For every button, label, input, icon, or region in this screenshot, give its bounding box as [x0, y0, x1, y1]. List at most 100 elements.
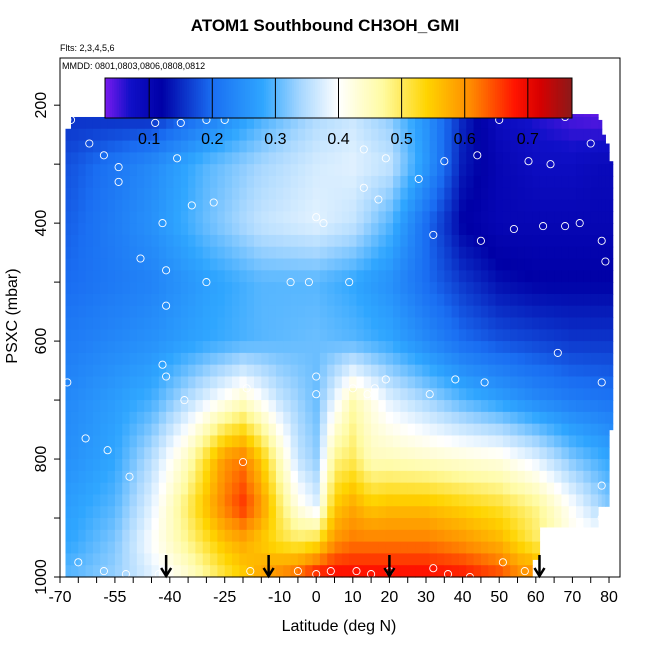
heatmap-cell — [334, 258, 343, 271]
colorbar-segment — [434, 78, 438, 118]
heatmap-cell — [305, 470, 314, 484]
heatmap-cell — [502, 199, 511, 212]
heatmap-cell — [422, 199, 431, 212]
heatmap-cell — [488, 411, 497, 425]
heatmap-cell — [261, 447, 270, 460]
heatmap-cell — [561, 199, 570, 212]
heatmap-cell — [188, 341, 197, 354]
colorbar-segment — [410, 78, 414, 118]
heatmap-cell — [122, 447, 131, 460]
heatmap-cell — [609, 329, 614, 342]
colorbar-segment — [336, 78, 339, 118]
heatmap-cell — [224, 518, 233, 531]
heatmap-cell — [356, 376, 365, 389]
heatmap-cell — [385, 447, 394, 460]
heatmap-cell — [232, 223, 240, 236]
heatmap-cell — [253, 317, 262, 330]
colorbar-segment — [268, 78, 272, 118]
heatmap-cell — [480, 223, 489, 236]
heatmap-cell — [275, 388, 284, 401]
heatmap-cell — [605, 152, 610, 165]
heatmap-cell — [70, 164, 79, 177]
heatmap-cell — [444, 234, 453, 248]
heatmap-cell — [385, 364, 394, 378]
heatmap-cell — [554, 246, 563, 260]
heatmap-cell — [70, 234, 79, 248]
colorbar-segment — [557, 78, 561, 118]
heatmap-cell — [239, 305, 248, 319]
heatmap-cell — [297, 246, 306, 260]
heatmap-cell — [253, 470, 262, 484]
heatmap-cell — [290, 305, 299, 319]
heatmap-cell — [590, 435, 599, 448]
heatmap-cell — [195, 152, 204, 165]
heatmap-cell — [480, 459, 489, 472]
heatmap-cell — [341, 175, 350, 189]
heatmap-cell — [217, 376, 226, 389]
heatmap-cell — [495, 447, 504, 460]
heatmap-cell — [70, 282, 79, 295]
heatmap-cell — [158, 553, 167, 566]
colorbar-segment — [142, 78, 146, 118]
heatmap-cell — [349, 518, 358, 531]
colorbar-segment — [263, 78, 267, 118]
colorbar-segment — [385, 78, 389, 118]
heatmap-cell — [546, 116, 555, 130]
heatmap-cell — [495, 541, 504, 555]
heatmap-cell — [473, 270, 482, 283]
heatmap-cell — [210, 140, 218, 153]
heatmap-cell — [524, 541, 533, 555]
heatmap-cell — [136, 293, 145, 307]
heatmap-cell — [327, 234, 336, 248]
heatmap-cell — [583, 175, 592, 189]
heatmap-cell — [495, 258, 504, 271]
heatmap-cell — [217, 364, 226, 378]
heatmap-cell — [356, 199, 365, 212]
heatmap-cell — [554, 411, 563, 425]
heatmap-cell — [601, 270, 606, 283]
heatmap-cell — [312, 352, 321, 366]
heatmap-cell — [466, 376, 475, 389]
heatmap-cell — [561, 116, 570, 130]
heatmap-cell — [290, 246, 299, 260]
heatmap-cell — [473, 246, 482, 260]
heatmap-cell — [305, 199, 314, 212]
heatmap-cell — [554, 282, 563, 295]
heatmap-cell — [583, 305, 592, 319]
heatmap-cell — [590, 246, 599, 260]
heatmap-cell — [473, 470, 482, 484]
heatmap-cell — [546, 234, 555, 248]
heatmap-cell — [524, 388, 533, 401]
heatmap-cell — [524, 364, 533, 378]
heatmap-cell — [283, 388, 292, 401]
heatmap-cell — [158, 211, 167, 224]
colorbar-segment — [550, 78, 554, 118]
heatmap-cell — [444, 518, 453, 531]
heatmap-cell — [246, 447, 255, 460]
heatmap-cell — [107, 152, 116, 165]
heatmap-cell — [92, 565, 101, 578]
heatmap-cell — [253, 447, 262, 460]
heatmap-cell — [224, 470, 233, 484]
heatmap-cell — [393, 459, 401, 472]
heatmap-cell — [327, 329, 336, 342]
heatmap-cell — [195, 140, 204, 153]
heatmap-cell — [539, 470, 548, 484]
heatmap-cell — [78, 447, 87, 460]
heatmap-cell — [100, 506, 109, 519]
heatmap-cell — [415, 388, 423, 401]
heatmap-cell — [283, 317, 292, 330]
heatmap-cell — [495, 529, 504, 543]
heatmap-cell — [590, 459, 599, 472]
heatmap-cell — [166, 553, 175, 566]
heatmap-cell — [70, 435, 79, 448]
heatmap-cell — [253, 553, 262, 566]
heatmap-cell — [129, 352, 138, 366]
heatmap-cell — [151, 400, 160, 413]
heatmap-cell — [122, 553, 131, 566]
heatmap-cell — [451, 352, 460, 366]
heatmap-cell — [429, 518, 438, 531]
heatmap-cell — [107, 388, 116, 401]
heatmap-cell — [312, 258, 321, 271]
heatmap-cell — [246, 199, 255, 212]
